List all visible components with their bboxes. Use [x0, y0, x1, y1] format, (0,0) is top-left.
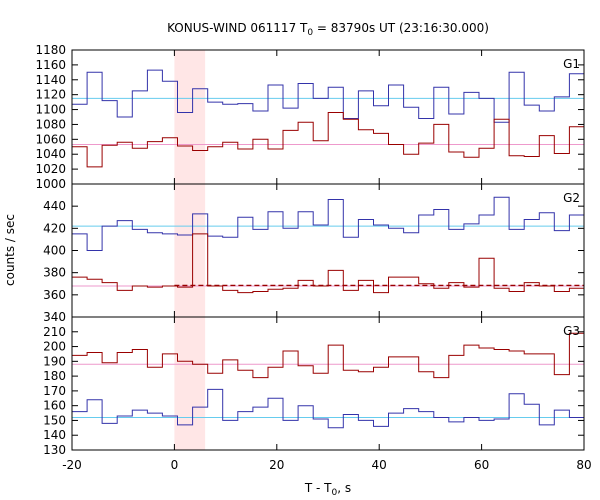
y-tick-label: 340	[43, 310, 66, 324]
y-tick-label: 1040	[35, 147, 66, 161]
y-tick-label: 1120	[35, 88, 66, 102]
y-tick-label: 1020	[35, 162, 66, 176]
y-tick-label: 1100	[35, 103, 66, 117]
y-tick-label: 1000	[35, 177, 66, 191]
lightcurve-g2-1	[72, 233, 584, 294]
y-tick-label: 380	[43, 266, 66, 280]
lightcurve-g3-1	[72, 388, 584, 429]
lightcurve-g1-0	[72, 69, 584, 123]
panel-frame-g3	[71, 316, 585, 451]
y-tick-label: 1180	[35, 43, 66, 57]
x-tick-label: -20	[62, 458, 82, 472]
y-tick-label: 190	[43, 354, 66, 368]
y-tick-label: 180	[43, 369, 66, 383]
highlight-band	[174, 184, 206, 317]
y-tick-label: 1160	[35, 58, 66, 72]
y-tick-label: 160	[43, 399, 66, 413]
y-tick-label: 400	[43, 244, 66, 258]
x-axis-label: T - T0, s	[304, 481, 351, 498]
y-axis-label: counts / sec	[3, 214, 17, 286]
y-tick-label: 1080	[35, 117, 66, 131]
y-tick-label: 140	[43, 428, 66, 442]
panel-label-g1: G1	[563, 57, 580, 71]
y-tick-label: 170	[43, 384, 66, 398]
x-tick-label: 0	[171, 458, 179, 472]
lightcurve-g3-0	[72, 332, 584, 379]
lightcurve-g2-0	[72, 196, 584, 251]
highlight-band	[174, 317, 206, 450]
x-tick-label: 80	[576, 458, 591, 472]
x-tick-label: 40	[372, 458, 387, 472]
panel-label-g2: G2	[563, 191, 580, 205]
y-tick-label: 420	[43, 221, 66, 235]
panel-label-g3: G3	[563, 324, 580, 338]
y-tick-label: 210	[43, 325, 66, 339]
lightcurve-g1-1	[72, 112, 584, 168]
y-tick-label: 1140	[35, 73, 66, 87]
y-tick-label: 130	[43, 443, 66, 457]
y-tick-label: 200	[43, 340, 66, 354]
x-tick-label: 20	[269, 458, 284, 472]
highlight-band	[174, 50, 206, 184]
chart-title: KONUS-WIND 061117 T0 = 83790s UT (23:16:…	[167, 21, 489, 38]
y-tick-label: 150	[43, 413, 66, 427]
x-tick-label: 60	[474, 458, 489, 472]
y-tick-label: 360	[43, 288, 66, 302]
y-tick-label: 440	[43, 199, 66, 213]
y-tick-label: 1060	[35, 132, 66, 146]
panels: 1000102010401060108011001120114011601180…	[35, 43, 591, 472]
